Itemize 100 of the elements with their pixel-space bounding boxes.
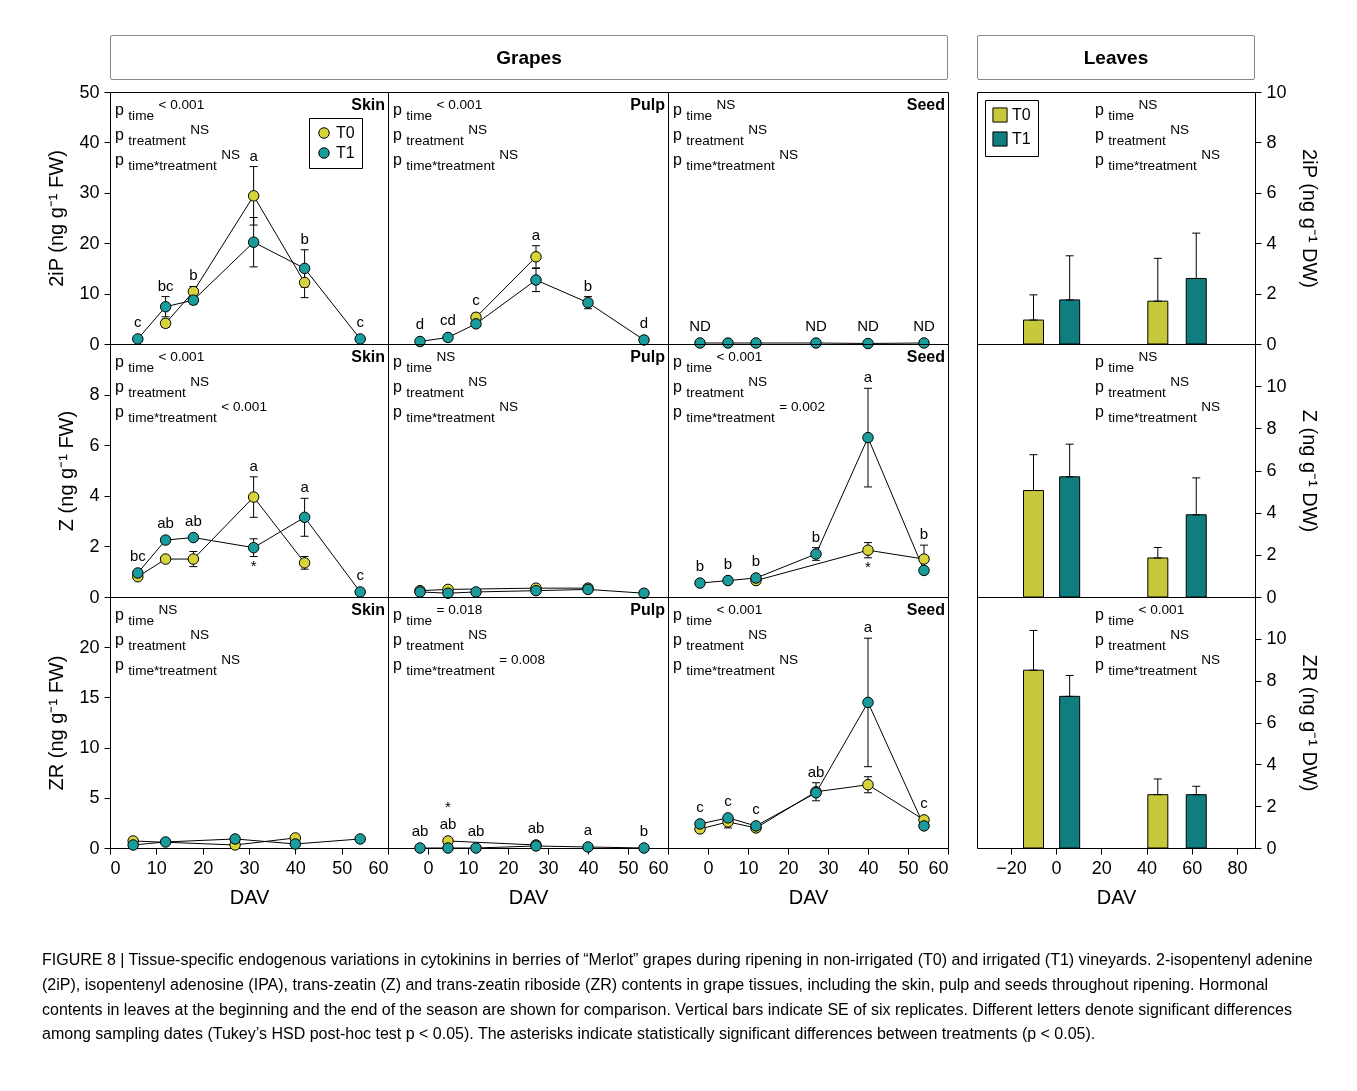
y-tick-label: 10 [79, 283, 100, 304]
y2-tick-label: 8 [1266, 670, 1277, 691]
annotation: d [415, 315, 425, 333]
annotation: b [723, 554, 733, 572]
annotation: a [300, 478, 310, 496]
annotation: c [724, 791, 733, 809]
x-tick-label: 40 [1137, 857, 1158, 878]
chart-title: Pulp [630, 601, 665, 619]
annotation: a [531, 225, 541, 243]
y-tick-label: 2 [89, 535, 100, 556]
annotation: c [472, 291, 481, 309]
annotation: a [863, 368, 873, 386]
y2-axis-title: Z (ng g⁻¹ DW) [1298, 409, 1321, 533]
annotation: ab [527, 818, 545, 836]
x-tick-label: 0 [703, 857, 714, 878]
y-tick-label: 30 [79, 182, 100, 203]
annotation: * [250, 556, 257, 574]
x-tick-label: 50 [618, 857, 639, 878]
chart-title: Seed [906, 601, 945, 619]
annotation: ND [805, 316, 827, 334]
annotation: ab [411, 822, 429, 839]
annotation: ab [439, 814, 457, 832]
x-tick-label: 60 [648, 857, 669, 878]
annotation: c [752, 799, 761, 817]
y-tick-label: 50 [79, 81, 100, 102]
x-tick-label: 40 [578, 857, 599, 878]
x-tick-label: −20 [996, 857, 1027, 878]
y2-axis-title: ZR (ng g⁻¹ DW) [1298, 654, 1321, 792]
x-tick-label: 10 [146, 857, 167, 878]
x-tick-label: 60 [1182, 857, 1203, 878]
annotation: b [639, 822, 649, 839]
y2-tick-label: 4 [1266, 753, 1277, 774]
x-tick-label: 30 [818, 857, 839, 878]
text: Leaves [977, 35, 1255, 80]
annotation: b [583, 276, 593, 294]
y-tick-label: 6 [89, 434, 100, 455]
x-tick-label: 20 [193, 857, 214, 878]
y2-tick-label: 0 [1266, 586, 1277, 607]
y2-tick-label: 0 [1266, 333, 1277, 354]
legend-label: T0 [336, 124, 355, 141]
annotation: b [695, 557, 705, 575]
x-tick-label: 10 [458, 857, 479, 878]
y-tick-label: 20 [79, 232, 100, 253]
y2-axis-title: 2iP (ng g⁻¹ DW) [1298, 149, 1321, 288]
x-tick-label: 20 [778, 857, 799, 878]
x-tick-label: 50 [332, 857, 353, 878]
text: Grapes [110, 35, 948, 80]
annotation: a [249, 146, 259, 164]
x-tick-label: 20 [498, 857, 519, 878]
y-axis-title: 2iP (ng g⁻¹ FW) [45, 150, 68, 287]
x-tick-label: 10 [738, 857, 759, 878]
y-tick-label: 40 [79, 131, 100, 152]
x-tick-label: 0 [1051, 857, 1062, 878]
y2-tick-label: 6 [1266, 460, 1277, 480]
legend-label: T1 [1012, 130, 1031, 147]
annotation: a [249, 456, 259, 474]
y-tick-label: 15 [79, 686, 100, 707]
x-tick-label: 20 [1091, 857, 1112, 878]
chart-title: Skin [351, 96, 385, 114]
caption: FIGURE 8 | Tissue-specific endogenous variations in cytokinins in berries of “Merlot” grapes during ripening in non-irrigated (T0) and irrigated (T1) vineyards. 2-isopentenyl adenine (2iP), isopentenyl adenosine (IPA), trans-zeatin (Z) and trans-zeatin riboside (ZR) contents in grape tissues, including the skin, pulp and seeds throughout ripening. Hormonal contents in leaves at the beginning and the end of the season are shown for comparison. Vertical bars indicate SE of six replicates. Different letters denote significant differences among sampling dates (Tukey’s HSD post-hoc test p < 0.05). The asterisks indicate statistically significant differences between treatments (p < 0.05). [42, 950, 1314, 1045]
x-axis-title: DAV [1096, 885, 1137, 908]
x-axis-title: DAV [229, 885, 270, 908]
y-tick-label: 0 [89, 837, 100, 858]
legend-label: T1 [336, 144, 355, 161]
annotation: ND [689, 316, 711, 334]
y2-tick-label: 6 [1266, 712, 1277, 732]
x-tick-label: 40 [285, 857, 306, 878]
chart-title: Skin [351, 601, 385, 619]
annotation: ND [913, 316, 935, 334]
legend-label: T0 [1012, 106, 1031, 123]
y2-tick-label: 10 [1266, 81, 1287, 102]
annotation: ab [807, 762, 825, 780]
chart-title: Seed [906, 348, 945, 366]
y2-tick-label: 8 [1266, 131, 1277, 152]
y-axis-title: ZR (ng g⁻¹ FW) [45, 655, 68, 791]
annotation: ab [185, 511, 202, 529]
x-tick-label: 60 [928, 857, 949, 878]
annotation: ND [857, 317, 879, 335]
chart-title: Seed [906, 96, 945, 114]
y2-tick-label: 2 [1266, 795, 1277, 816]
y-tick-label: 0 [89, 333, 100, 354]
y2-tick-label: 10 [1266, 375, 1287, 396]
x-tick-label: 60 [368, 857, 389, 878]
y2-tick-label: 4 [1266, 232, 1277, 253]
x-tick-label: 30 [538, 857, 559, 878]
y2-tick-label: 2 [1266, 283, 1277, 304]
x-tick-label: 40 [858, 857, 879, 878]
annotation: b [189, 265, 198, 283]
y2-tick-label: 4 [1266, 502, 1277, 523]
annotation: c [134, 312, 143, 330]
x-tick-label: 0 [110, 857, 121, 878]
y-tick-label: 8 [89, 384, 100, 405]
annotation: a [583, 821, 593, 838]
annotation: b [811, 527, 821, 545]
annotation: c [920, 793, 929, 811]
x-tick-label: 30 [239, 857, 260, 878]
y2-tick-label: 10 [1266, 628, 1287, 649]
x-tick-label: 80 [1227, 857, 1248, 878]
x-axis-title: DAV [508, 885, 549, 908]
y-tick-label: 4 [89, 485, 100, 506]
